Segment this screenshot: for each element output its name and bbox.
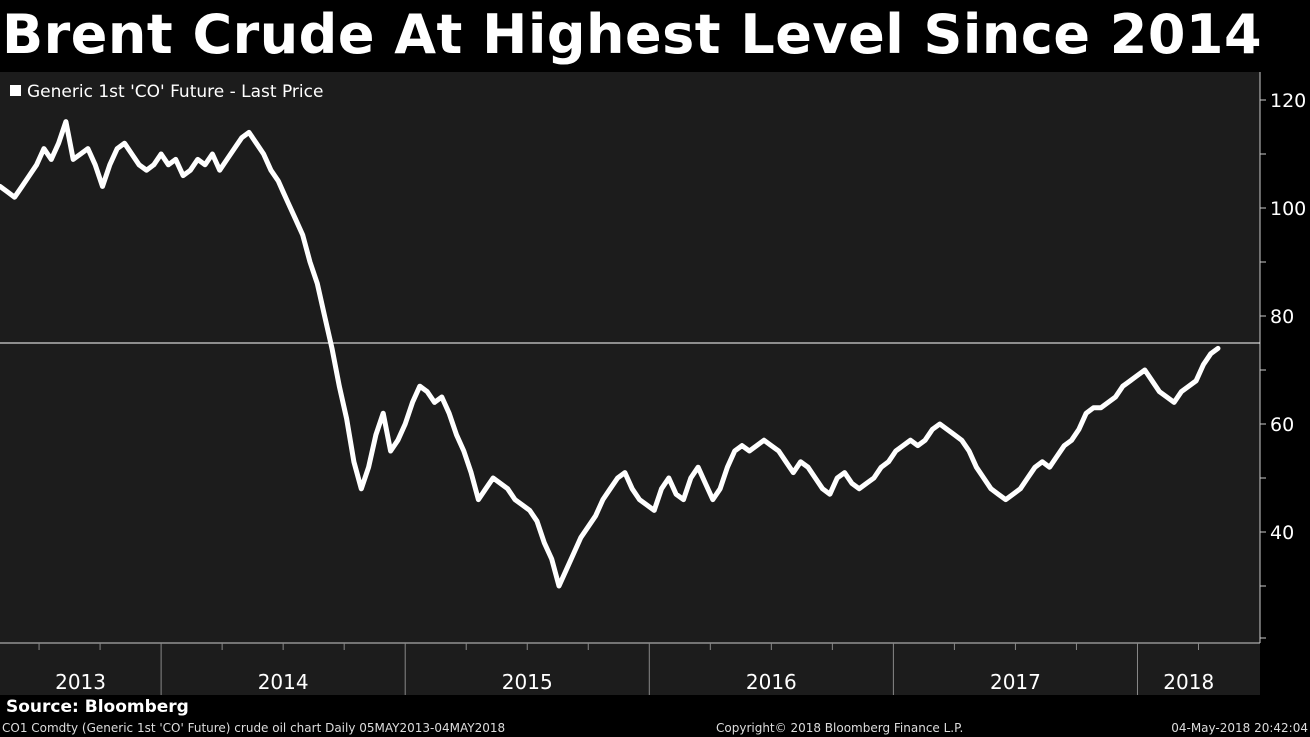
x-tick-label: 2013 — [55, 670, 106, 694]
x-tick-label: 2017 — [990, 670, 1041, 694]
series-line-price — [0, 119, 1221, 589]
plot-area — [0, 72, 1260, 643]
x-axis-ticks: 2013 2014 2015 2016 2017 2018 — [38, 643, 1214, 695]
footer-timestamp: 04-May-2018 20:42:04 — [1171, 721, 1308, 735]
x-axis-band — [0, 643, 1260, 695]
x-tick-label: 2016 — [746, 670, 797, 694]
footer-bar: CO1 Comdty (Generic 1st 'CO' Future) cru… — [0, 719, 1310, 737]
x-tick-label: 2014 — [258, 670, 309, 694]
footer-copyright: Copyright© 2018 Bloomberg Finance L.P. — [716, 721, 964, 735]
y-tick-label: 60 — [1270, 414, 1294, 436]
legend-label: Generic 1st 'CO' Future - Last Price — [27, 82, 323, 102]
y-axis-ticks: 40 60 80 100 120 — [1260, 90, 1306, 639]
price-chart: 40 60 80 100 120 2013 2014 2015 2016 2017 2018 Ge… — [0, 72, 1306, 695]
x-tick-label: 2015 — [502, 670, 553, 694]
chart-title: Brent Crude At Highest Level Since 2014 — [2, 3, 1263, 66]
y-tick-label: 100 — [1270, 198, 1306, 220]
y-tick-label: 120 — [1270, 90, 1306, 112]
y-tick-label: 40 — [1270, 522, 1294, 544]
legend-swatch — [10, 85, 21, 96]
legend: Generic 1st 'CO' Future - Last Price — [10, 82, 323, 102]
footer-description: CO1 Comdty (Generic 1st 'CO' Future) cru… — [2, 721, 506, 735]
x-tick-label: 2018 — [1163, 670, 1214, 694]
y-tick-label: 80 — [1270, 306, 1294, 328]
source-label: Source: Bloomberg — [6, 697, 189, 717]
